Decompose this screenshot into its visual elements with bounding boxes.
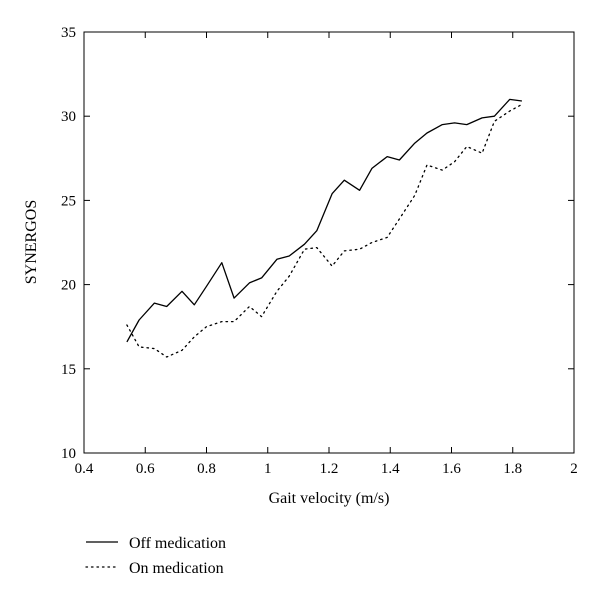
x-tick-label: 1.4	[381, 461, 400, 477]
data-point-series-0	[344, 180, 345, 181]
data-point-series-1	[221, 321, 222, 322]
data-point-series-1	[332, 266, 333, 267]
data-point-series-0	[166, 306, 167, 307]
data-point-series-0	[234, 298, 235, 299]
data-point-series-1	[442, 170, 443, 171]
x-tick-label: 0.4	[75, 461, 94, 477]
data-point-series-0	[261, 277, 262, 278]
legend-label-off-medication: Off medication	[129, 535, 226, 552]
data-point-series-1	[181, 350, 182, 351]
data-point-series-1	[482, 153, 483, 154]
data-point-series-1	[521, 104, 522, 105]
data-point-series-0	[332, 193, 333, 194]
data-point-series-0	[359, 190, 360, 191]
x-tick-label: 2	[570, 461, 578, 477]
plot-frame	[83, 31, 575, 454]
data-point-series-1	[454, 161, 455, 162]
x-tick-label: 1.2	[320, 461, 339, 477]
data-point-series-1	[206, 326, 207, 327]
data-point-series-1	[166, 356, 167, 357]
data-point-series-0	[454, 122, 455, 123]
data-point-series-0	[426, 132, 427, 133]
data-point-series-1	[234, 321, 235, 322]
data-point-series-0	[304, 244, 305, 245]
data-point-series-1	[316, 247, 317, 248]
data-point-series-1	[249, 306, 250, 307]
data-point-series-0	[399, 159, 400, 160]
data-point-series-1	[139, 346, 140, 347]
data-point-series-1	[289, 276, 290, 277]
data-point-series-0	[509, 99, 510, 100]
y-axis: 10 15 20 25 30 35	[61, 25, 574, 462]
data-point-series-0	[466, 124, 467, 125]
data-point-series-1	[387, 237, 388, 238]
data-point-series-1	[359, 249, 360, 250]
data-point-series-0	[482, 117, 483, 118]
data-point-series-0	[414, 143, 415, 144]
data-point-series-1	[466, 146, 467, 147]
data-point-series-0	[181, 291, 182, 292]
data-point-series-1	[261, 316, 262, 317]
y-axis-title: SYNERGOS	[23, 200, 40, 284]
x-tick-label: 1.6	[442, 461, 461, 477]
data-point-series-1	[494, 121, 495, 122]
y-tick-label: 35	[61, 25, 76, 41]
data-point-series-0	[289, 255, 290, 256]
data-point-series-0	[249, 282, 250, 283]
data-point-series-0	[371, 168, 372, 169]
y-tick-label: 30	[61, 109, 76, 125]
data-point-series-0	[494, 116, 495, 117]
data-point-series-0	[387, 156, 388, 157]
data-point-series-0	[221, 262, 222, 263]
x-tick-label: 0.6	[136, 461, 155, 477]
x-tick-label: 1.8	[503, 461, 522, 477]
data-point-series-1	[344, 250, 345, 251]
series-line-off-medication	[126, 98, 522, 343]
data-point-series-0	[194, 304, 195, 305]
data-point-series-1	[276, 291, 277, 292]
data-point-series-1	[371, 242, 372, 243]
data-point-series-1	[399, 218, 400, 219]
data-point-series-1	[194, 336, 195, 337]
data-point-series-1	[304, 249, 305, 250]
y-tick-label: 15	[61, 362, 76, 378]
data-point-series-1	[426, 164, 427, 165]
legend-label-on-medication: On medication	[129, 560, 224, 577]
data-point-series-1	[509, 111, 510, 112]
data-point-series-0	[126, 341, 127, 342]
x-tick-label: 1	[264, 461, 272, 477]
y-tick-label: 20	[61, 278, 76, 294]
y-tick-label: 25	[61, 193, 76, 209]
data-point-series-0	[154, 303, 155, 304]
x-axis-title: Gait velocity (m/s)	[269, 490, 390, 507]
data-point-series-0	[276, 259, 277, 260]
x-tick-label: 0.8	[197, 461, 216, 477]
data-point-series-0	[139, 319, 140, 320]
data-point-series-1	[414, 195, 415, 196]
x-axis: 0.4 0.6 0.8 1 1.2 1.4 1.6 1.8 2	[75, 32, 578, 477]
series-line-on-medication	[126, 103, 523, 358]
data-point-series-0	[442, 124, 443, 125]
data-point-series-0	[316, 230, 317, 231]
data-point-series-0	[206, 286, 207, 287]
legend: Off medication On medication	[85, 535, 226, 577]
y-tick-label: 10	[61, 446, 76, 462]
series-layer	[126, 98, 523, 358]
data-point-series-1	[126, 324, 127, 325]
data-point-series-0	[521, 100, 522, 101]
data-point-series-1	[154, 348, 155, 349]
